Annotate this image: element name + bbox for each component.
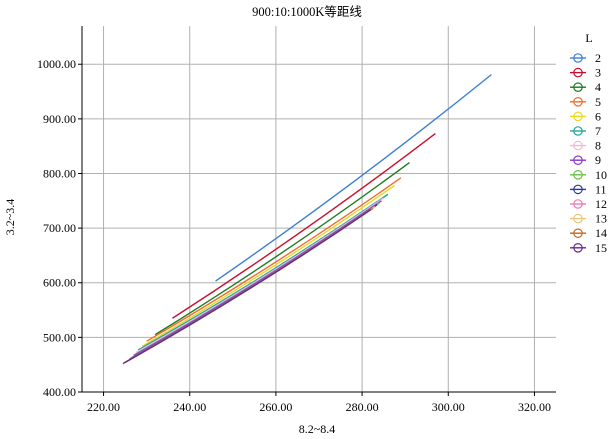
legend-marker-9 <box>573 155 583 165</box>
legend-label-9: 9 <box>595 153 601 167</box>
legend-marker-4 <box>573 82 583 92</box>
legend-marker-14 <box>573 228 583 238</box>
legend-marker-11 <box>573 184 583 195</box>
legend-marker-8 <box>573 140 583 151</box>
grid <box>82 26 556 393</box>
axes: 220.00 240.00 260.00 280.00 300.00 320.00 400.… <box>37 26 556 414</box>
legend-marker-10 <box>573 170 583 180</box>
y-tick-label: 1000.00 <box>37 57 76 71</box>
legend-marker-2 <box>573 53 583 63</box>
legend-label-5: 5 <box>595 95 601 109</box>
legend-label-11: 11 <box>595 182 607 196</box>
legend-marker-5 <box>573 97 583 107</box>
series-line-6 <box>141 184 395 347</box>
plot-area <box>122 74 492 365</box>
legend-marker-3 <box>573 67 583 78</box>
series-line-4 <box>154 162 410 336</box>
series-line-2 <box>215 74 492 282</box>
y-tick-label: 500.00 <box>43 330 76 344</box>
series-line-8 <box>135 197 385 354</box>
legend-label-15: 15 <box>595 241 607 255</box>
legend-label-4: 4 <box>595 80 601 94</box>
x-tick-label: 240.00 <box>173 400 206 414</box>
legend-label-10: 10 <box>595 168 607 182</box>
y-tick-label: 800.00 <box>43 166 76 180</box>
legend-marker-15 <box>573 243 583 253</box>
x-tick-label: 320.00 <box>518 400 551 414</box>
legend-label-7: 7 <box>595 124 601 138</box>
y-tick-label: 600.00 <box>43 276 76 290</box>
series-line-3 <box>172 133 436 319</box>
y-tick-label: 400.00 <box>43 385 76 399</box>
y-axis-label: 3.2~3.4 <box>3 199 17 236</box>
y-tick-label: 700.00 <box>43 221 76 235</box>
x-axis-label: 8.2~8.4 <box>299 422 336 436</box>
legend-label-6: 6 <box>595 109 601 123</box>
series-line-7 <box>137 193 389 351</box>
legend-marker-7 <box>573 126 583 136</box>
legend-label-13: 13 <box>595 212 607 226</box>
legend-marker-6 <box>573 111 583 122</box>
series-line-15 <box>122 208 372 365</box>
x-tick-label: 260.00 <box>259 400 292 414</box>
legend-label-8: 8 <box>595 139 601 153</box>
legend-label-14: 14 <box>595 226 607 240</box>
legend-marker-12 <box>573 199 583 209</box>
x-tick-label: 220.00 <box>87 400 120 414</box>
legend-label-3: 3 <box>595 66 601 80</box>
chart-title: 900:10:1000K等距线 <box>252 4 362 19</box>
x-tick-label: 280.00 <box>346 400 379 414</box>
legend-label-2: 2 <box>595 51 601 65</box>
legend-title: L <box>585 31 592 45</box>
series-line-5 <box>146 177 402 342</box>
y-tick-label: 900.00 <box>43 112 76 126</box>
legend-label-12: 12 <box>595 197 607 211</box>
legend-marker-13 <box>573 213 583 224</box>
x-tick-label: 300.00 <box>432 400 465 414</box>
